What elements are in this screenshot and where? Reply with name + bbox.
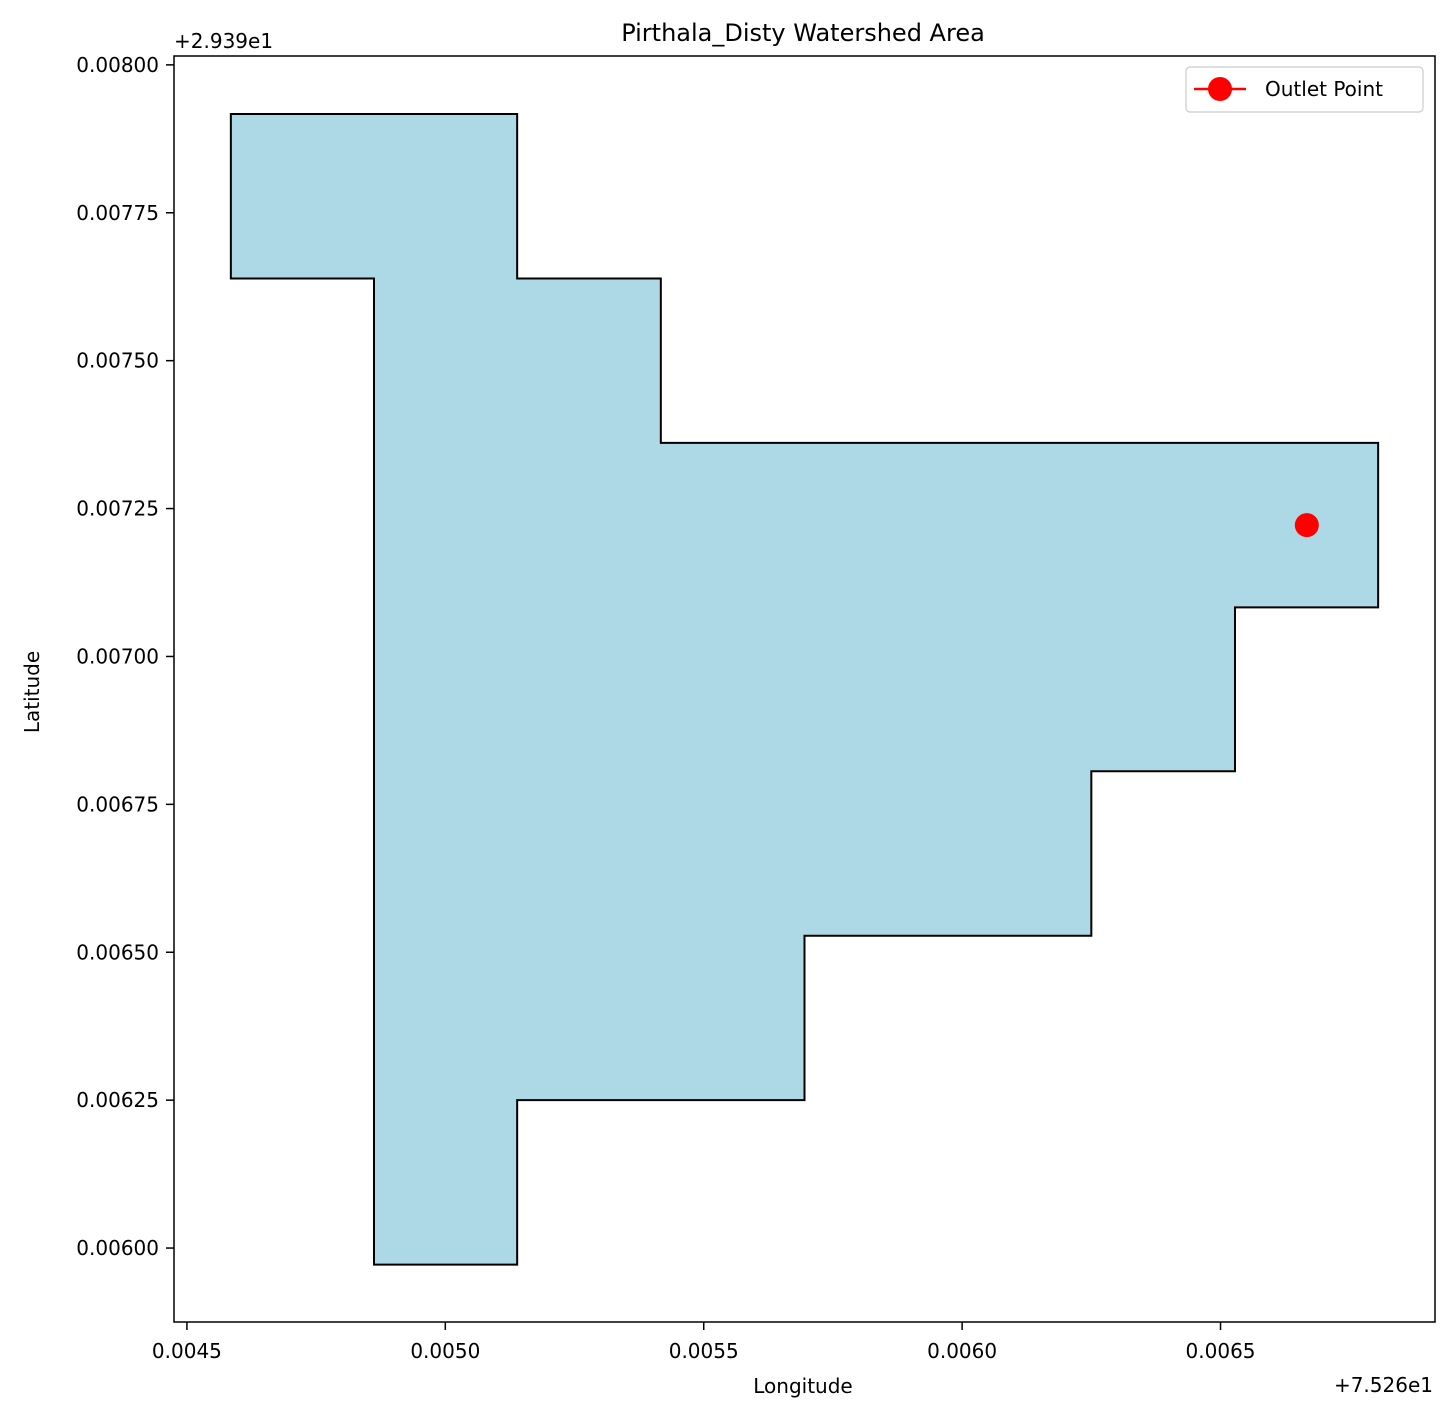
legend: Outlet Point <box>1185 66 1424 113</box>
legend-box <box>1185 66 1424 113</box>
y-axis: 0.00600 0.00625 0.00650 0.00675 0.00700 0.007… <box>76 53 174 1260</box>
x-axis: 0.0045 0.0050 0.0055 0.0060 0.0065 <box>152 1322 1256 1363</box>
x-offset-label: +7.526e1 <box>1334 1373 1433 1397</box>
y-offset-label: +2.939e1 <box>174 29 273 53</box>
y-tick-label: 0.00650 <box>76 940 159 964</box>
axes-frame <box>173 55 1436 1323</box>
y-tick-label: 0.00600 <box>76 1236 159 1260</box>
chart-title: Pirthala_Disty Watershed Area <box>621 19 985 47</box>
y-tick-label: 0.00775 <box>76 201 159 225</box>
x-tick-label: 0.0050 <box>410 1339 480 1363</box>
x-axis-label: Longitude <box>753 1374 852 1398</box>
plot-area <box>229 112 1380 1266</box>
x-tick-label: 0.0060 <box>927 1339 997 1363</box>
y-tick-label: 0.00800 <box>76 53 159 77</box>
outlet-point-marker <box>1294 513 1319 538</box>
legend-point-marker <box>1208 77 1232 101</box>
y-tick-label: 0.00675 <box>76 792 159 816</box>
y-tick-label: 0.00750 <box>76 349 159 373</box>
legend-label: Outlet Point <box>1265 77 1383 101</box>
y-tick-label: 0.00700 <box>76 644 159 668</box>
x-tick-label: 0.0055 <box>669 1339 739 1363</box>
x-tick-label: 0.0065 <box>1186 1339 1256 1363</box>
watershed-polygon <box>229 112 1380 1266</box>
y-tick-label: 0.00725 <box>76 497 159 521</box>
x-tick-label: 0.0045 <box>152 1339 222 1363</box>
y-tick-label: 0.00625 <box>76 1088 159 1112</box>
y-axis-label: Latitude <box>20 651 44 733</box>
